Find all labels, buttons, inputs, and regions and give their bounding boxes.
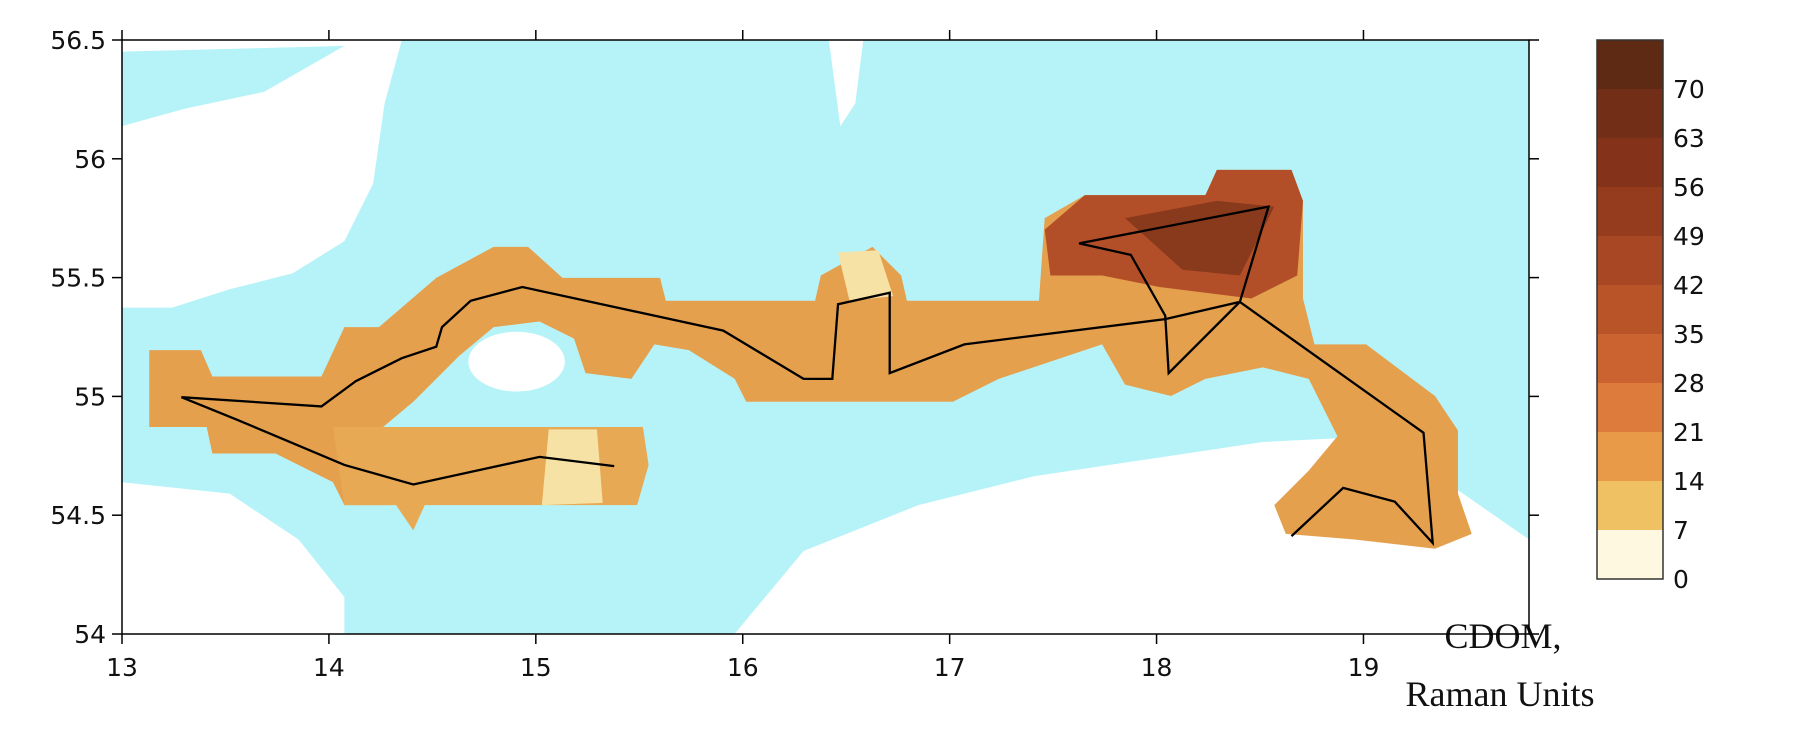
colorbar-bin: [1597, 383, 1663, 432]
colorbar-tick-label: 28: [1673, 369, 1705, 398]
island: [468, 331, 565, 392]
x-tick-label: 15: [520, 653, 552, 682]
colorbar-title: Raman Units: [1406, 674, 1595, 714]
colorbar-tick-label: 70: [1673, 75, 1705, 104]
colorbar-bin: [1597, 481, 1663, 530]
colorbar-tick-label: 14: [1673, 467, 1705, 496]
colorbar-tick-label: 0: [1673, 565, 1689, 594]
colorbar-bin: [1597, 530, 1663, 579]
colorbar-tick-label: 63: [1673, 124, 1705, 153]
colorbar-title: CDOM,: [1444, 616, 1561, 656]
x-tick-label: 16: [727, 653, 759, 682]
cruise-track: [181, 205, 1435, 547]
colorbar-bin: [1597, 432, 1663, 481]
colorbar-tick-label: 49: [1673, 222, 1705, 251]
colorbar-bin: [1597, 138, 1663, 187]
colorbar-tick-label: 7: [1673, 516, 1689, 545]
colorbar-frame: [1596, 39, 1664, 580]
colorbar-tick-label: 42: [1673, 271, 1705, 300]
x-tick-label: 18: [1141, 653, 1173, 682]
colorbar-bin: [1597, 236, 1663, 285]
land: [828, 40, 864, 127]
colorbar-bin: [1597, 285, 1663, 334]
x-tick-label: 13: [106, 653, 138, 682]
cdom-low: [838, 250, 894, 301]
colorbar-tick-label: 35: [1673, 320, 1705, 349]
x-tick-label: 14: [313, 653, 345, 682]
map-layer: [121, 40, 1530, 634]
bay: [121, 45, 345, 127]
colorbar-bin: [1597, 40, 1663, 89]
y-tick-label: 56: [74, 145, 106, 174]
colorbar-bin: [1597, 187, 1663, 236]
cdom-high: [1125, 200, 1275, 276]
y-tick-label: 56.5: [50, 26, 106, 55]
y-tick-label: 55: [74, 382, 106, 411]
x-tick-label: 17: [934, 653, 966, 682]
land: [121, 482, 345, 634]
y-tick-label: 54.5: [50, 501, 106, 530]
colorbar-bin: [1597, 334, 1663, 383]
cruise-track: [180, 396, 615, 486]
y-tick-label: 55.5: [50, 264, 106, 293]
y-tick-label: 54: [74, 620, 106, 649]
colorbar-bin: [1597, 89, 1663, 138]
colorbar-tick-label: 21: [1673, 418, 1705, 447]
colorbar-tick-label: 56: [1673, 173, 1705, 202]
cdom-low: [541, 429, 603, 506]
plot-frame: [121, 39, 1530, 635]
x-tick-label: 19: [1348, 653, 1380, 682]
